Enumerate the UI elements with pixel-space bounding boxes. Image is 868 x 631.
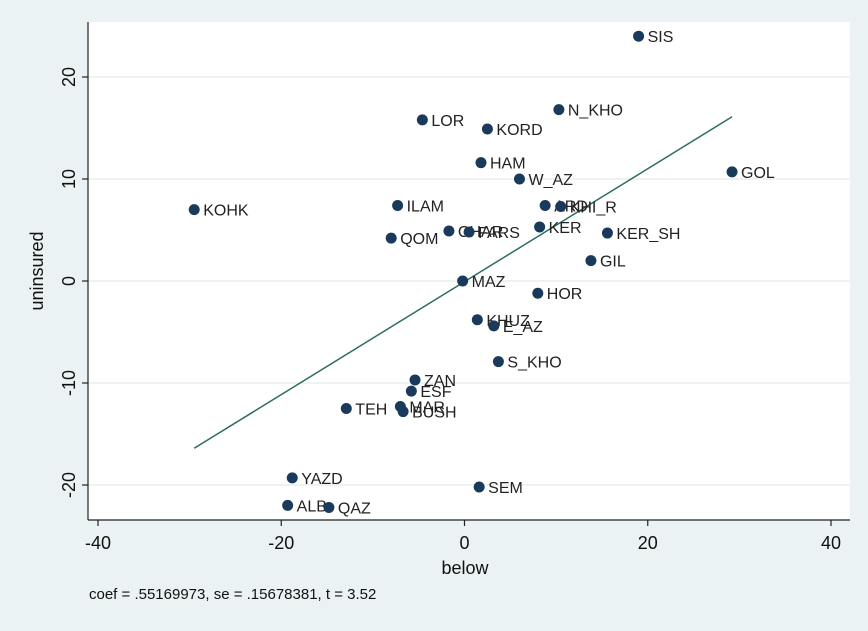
point-label: W_AZ: [528, 172, 573, 189]
point-label: GOL: [741, 165, 775, 182]
data-point: [539, 200, 551, 212]
data-point: [555, 201, 567, 213]
point-label: BUSH: [412, 405, 456, 422]
data-point: [385, 232, 397, 244]
point-label: GIL: [600, 254, 626, 271]
y-tick-label: 0: [59, 276, 79, 286]
y-tick-label: -20: [59, 472, 79, 498]
point-label: TEH: [355, 402, 387, 419]
point-label: QOM: [400, 231, 438, 248]
x-tick-label: -40: [85, 533, 111, 553]
data-point: [323, 501, 335, 513]
data-point: [409, 374, 421, 386]
point-label: ZAN: [424, 373, 456, 390]
data-point: [553, 104, 565, 116]
data-point: [392, 200, 404, 212]
data-point: [513, 173, 525, 185]
axes: -40 -20 0 20 40 -20 -10 0 10 20: [59, 22, 850, 553]
data-point: [585, 255, 597, 267]
point-label: KER_SH: [616, 226, 680, 243]
data-point: [488, 320, 500, 332]
point-label: MAZ: [472, 274, 506, 291]
point-label: HAM: [490, 156, 526, 173]
data-point: [340, 403, 352, 414]
data-point: [282, 499, 294, 511]
point-label: HOR: [547, 286, 583, 303]
data-point: [416, 114, 428, 126]
data-point: [492, 356, 504, 368]
data-point: [475, 157, 487, 169]
point-label: KHI_R: [570, 200, 617, 217]
x-tick-label: -20: [268, 533, 294, 553]
data-point: [726, 166, 738, 178]
point-label: E_AZ: [503, 319, 543, 336]
data-point: [481, 123, 493, 135]
data-point: [188, 204, 200, 216]
point-label: ALB: [297, 498, 327, 515]
regression-note: coef = .55169973, se = .15678381, t = 3.…: [89, 586, 377, 603]
point-label: MAR: [409, 399, 445, 416]
data-point: [471, 314, 483, 326]
y-axis-label: uninsured: [27, 231, 47, 310]
data-point: [473, 481, 485, 493]
x-axis-label: below: [441, 558, 489, 578]
point-label: LOR: [431, 113, 464, 130]
point-label: SEM: [488, 480, 523, 497]
data-point: [457, 275, 469, 287]
data-point: [633, 30, 645, 42]
point-label: YAZD: [301, 471, 342, 488]
point-label: S_KHO: [507, 355, 561, 372]
x-tick-label: 0: [459, 533, 469, 553]
plot-area: [88, 22, 850, 520]
y-tick-label: 10: [59, 169, 79, 189]
data-point: [405, 385, 417, 397]
point-label: ILAM: [407, 199, 444, 216]
point-label: QAZ: [338, 500, 371, 517]
point-label: N_KHO: [568, 103, 623, 120]
point-label: ESF: [420, 384, 451, 401]
point-label: FARS: [478, 225, 520, 242]
point-label: KOHK: [203, 203, 249, 220]
y-tick-label: 20: [59, 67, 79, 87]
data-point: [397, 406, 409, 418]
y-tick-label: -10: [59, 370, 79, 396]
point-label: KORD: [496, 122, 542, 139]
data-point: [534, 221, 546, 233]
grid-lines: [88, 76, 850, 486]
point-label: KER: [549, 220, 582, 237]
data-point: [443, 225, 455, 237]
data-point: [532, 287, 544, 299]
data-point: [601, 227, 613, 239]
x-tick-label: 20: [638, 533, 658, 553]
x-tick-label: 40: [821, 533, 841, 553]
point-label: SIS: [648, 29, 674, 46]
data-point: [463, 226, 475, 238]
data-point: [286, 472, 298, 484]
